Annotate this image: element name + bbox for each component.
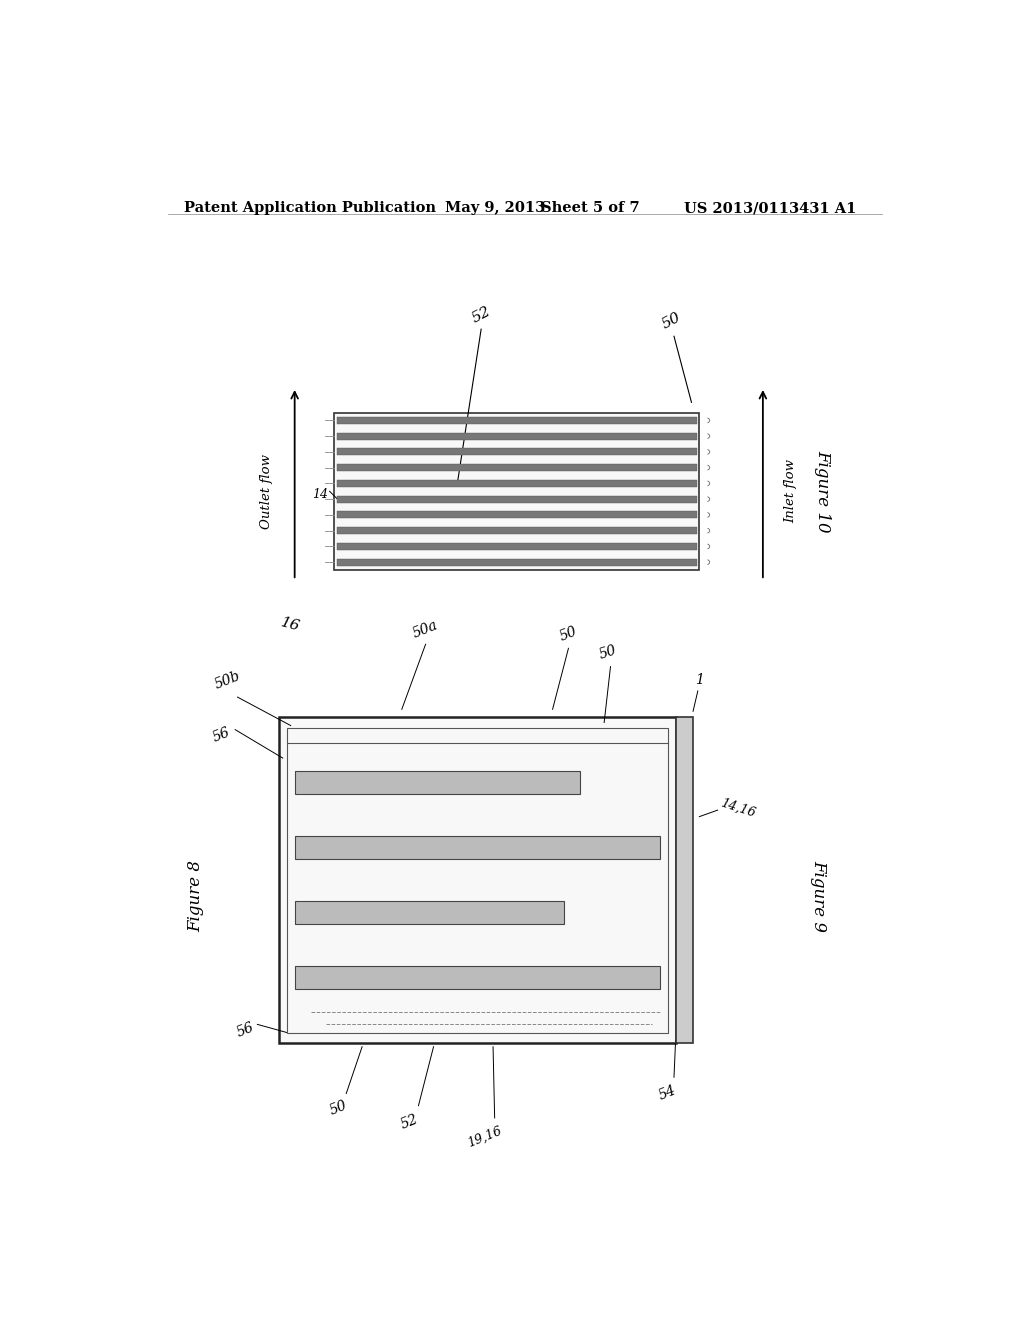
- Bar: [676, 718, 693, 1043]
- Text: 56: 56: [234, 1020, 256, 1040]
- Text: Inlet flow: Inlet flow: [784, 459, 797, 523]
- Bar: [337, 449, 697, 455]
- Bar: [337, 480, 697, 487]
- Bar: [337, 527, 697, 535]
- Text: 50a: 50a: [411, 619, 440, 642]
- Text: 50: 50: [558, 624, 580, 644]
- Text: 52: 52: [469, 305, 493, 326]
- Text: Outlet flow: Outlet flow: [260, 454, 273, 529]
- Bar: [279, 718, 676, 1043]
- Text: 52: 52: [399, 1111, 421, 1131]
- Bar: [295, 771, 581, 793]
- Bar: [337, 417, 697, 424]
- Bar: [287, 727, 668, 1032]
- Bar: [337, 511, 697, 519]
- Bar: [337, 495, 697, 503]
- Text: May 9, 2013: May 9, 2013: [445, 201, 546, 215]
- Text: Sheet 5 of 7: Sheet 5 of 7: [541, 201, 639, 215]
- Bar: [337, 543, 697, 550]
- Bar: [295, 966, 659, 989]
- Text: 14: 14: [312, 488, 328, 500]
- Bar: [337, 433, 697, 440]
- Text: 50: 50: [598, 643, 618, 661]
- Text: 19,16: 19,16: [466, 1125, 504, 1150]
- Text: Patent Application Publication: Patent Application Publication: [183, 201, 435, 215]
- Text: Figure 8: Figure 8: [187, 861, 204, 932]
- Text: 1: 1: [695, 673, 703, 686]
- Text: 16: 16: [280, 616, 302, 635]
- Text: 54: 54: [656, 1084, 679, 1104]
- Bar: [334, 413, 699, 570]
- Text: US 2013/0113431 A1: US 2013/0113431 A1: [684, 201, 856, 215]
- Text: 14,16: 14,16: [719, 797, 758, 820]
- Text: 50: 50: [659, 310, 683, 331]
- Bar: [337, 558, 697, 566]
- Text: 56: 56: [211, 726, 232, 746]
- Bar: [295, 902, 564, 924]
- Bar: [295, 837, 659, 859]
- Text: 50b: 50b: [212, 669, 242, 692]
- Bar: [337, 465, 697, 471]
- Text: Figure 9: Figure 9: [810, 861, 827, 932]
- Text: 50: 50: [328, 1098, 349, 1118]
- Text: Figure 10: Figure 10: [814, 450, 830, 532]
